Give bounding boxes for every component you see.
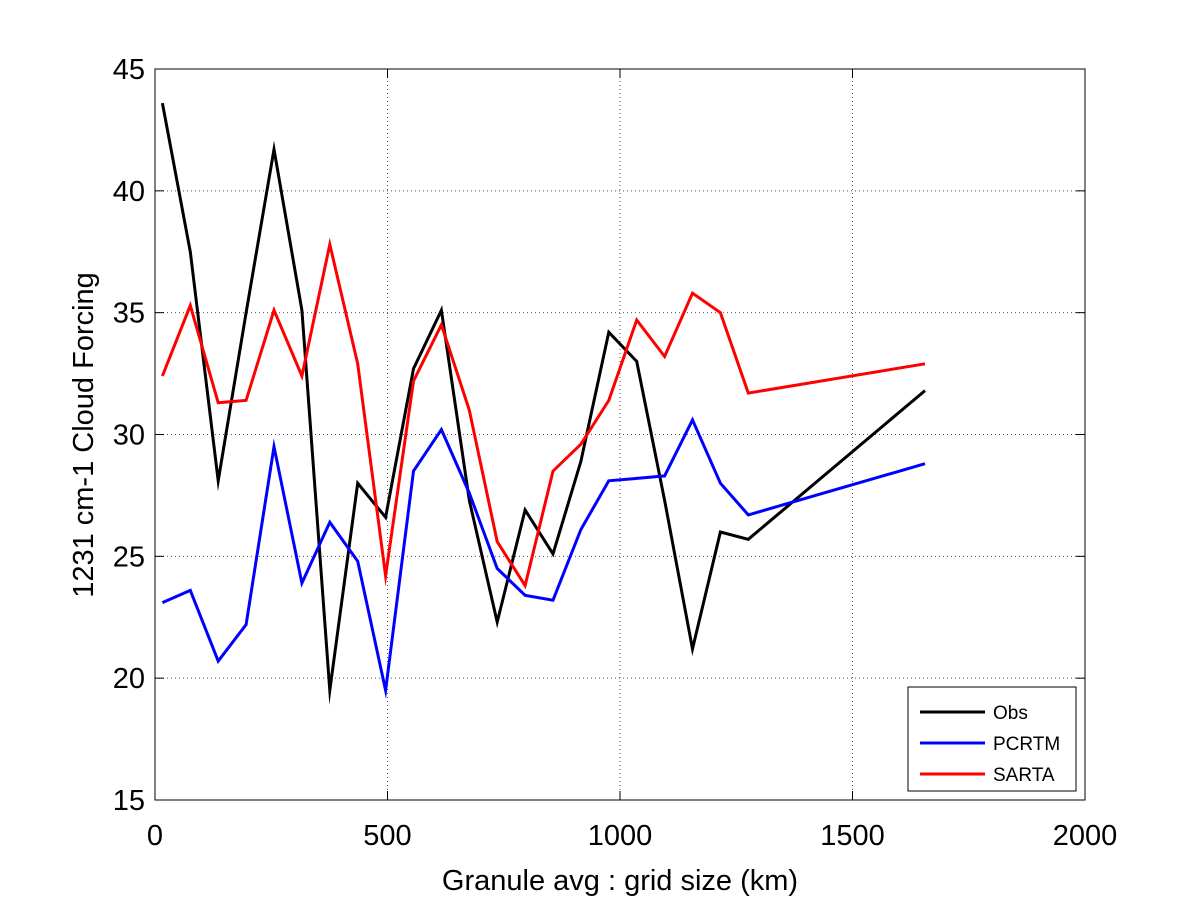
y-tick-label: 45 bbox=[113, 54, 145, 86]
legend-label-sarta: SARTA bbox=[993, 765, 1055, 786]
y-tick-label: 30 bbox=[113, 420, 145, 452]
y-tick-label: 35 bbox=[113, 298, 145, 330]
series-line-sarta bbox=[161, 237, 926, 590]
grid-lines bbox=[155, 69, 1085, 800]
axis-ticks: 0 500 1000 1500 2000 15 20 25 30 35 40 45 bbox=[113, 54, 1118, 852]
x-tick-label: 0 bbox=[147, 820, 163, 852]
series-line-obs bbox=[160, 102, 926, 705]
x-tick-label: 1500 bbox=[820, 820, 885, 852]
y-axis-label: 1231 cm-1 Cloud Forcing bbox=[68, 272, 100, 598]
series-line-pcrtm bbox=[161, 416, 926, 700]
x-axis-label: Granule avg : grid size (km) bbox=[442, 865, 798, 897]
y-tick-label: 15 bbox=[113, 785, 145, 817]
x-tick-label: 500 bbox=[363, 820, 411, 852]
series-lines bbox=[160, 102, 926, 705]
y-tick-label: 25 bbox=[113, 541, 145, 573]
y-tick-label: 20 bbox=[113, 663, 145, 695]
legend-label-pcrtm: PCRTM bbox=[993, 734, 1060, 755]
y-tick-label: 40 bbox=[113, 176, 145, 208]
x-tick-label: 1000 bbox=[588, 820, 653, 852]
x-tick-label: 2000 bbox=[1053, 820, 1118, 852]
legend-label-obs: Obs bbox=[993, 703, 1028, 724]
legend: Obs PCRTM SARTA bbox=[907, 686, 1077, 792]
